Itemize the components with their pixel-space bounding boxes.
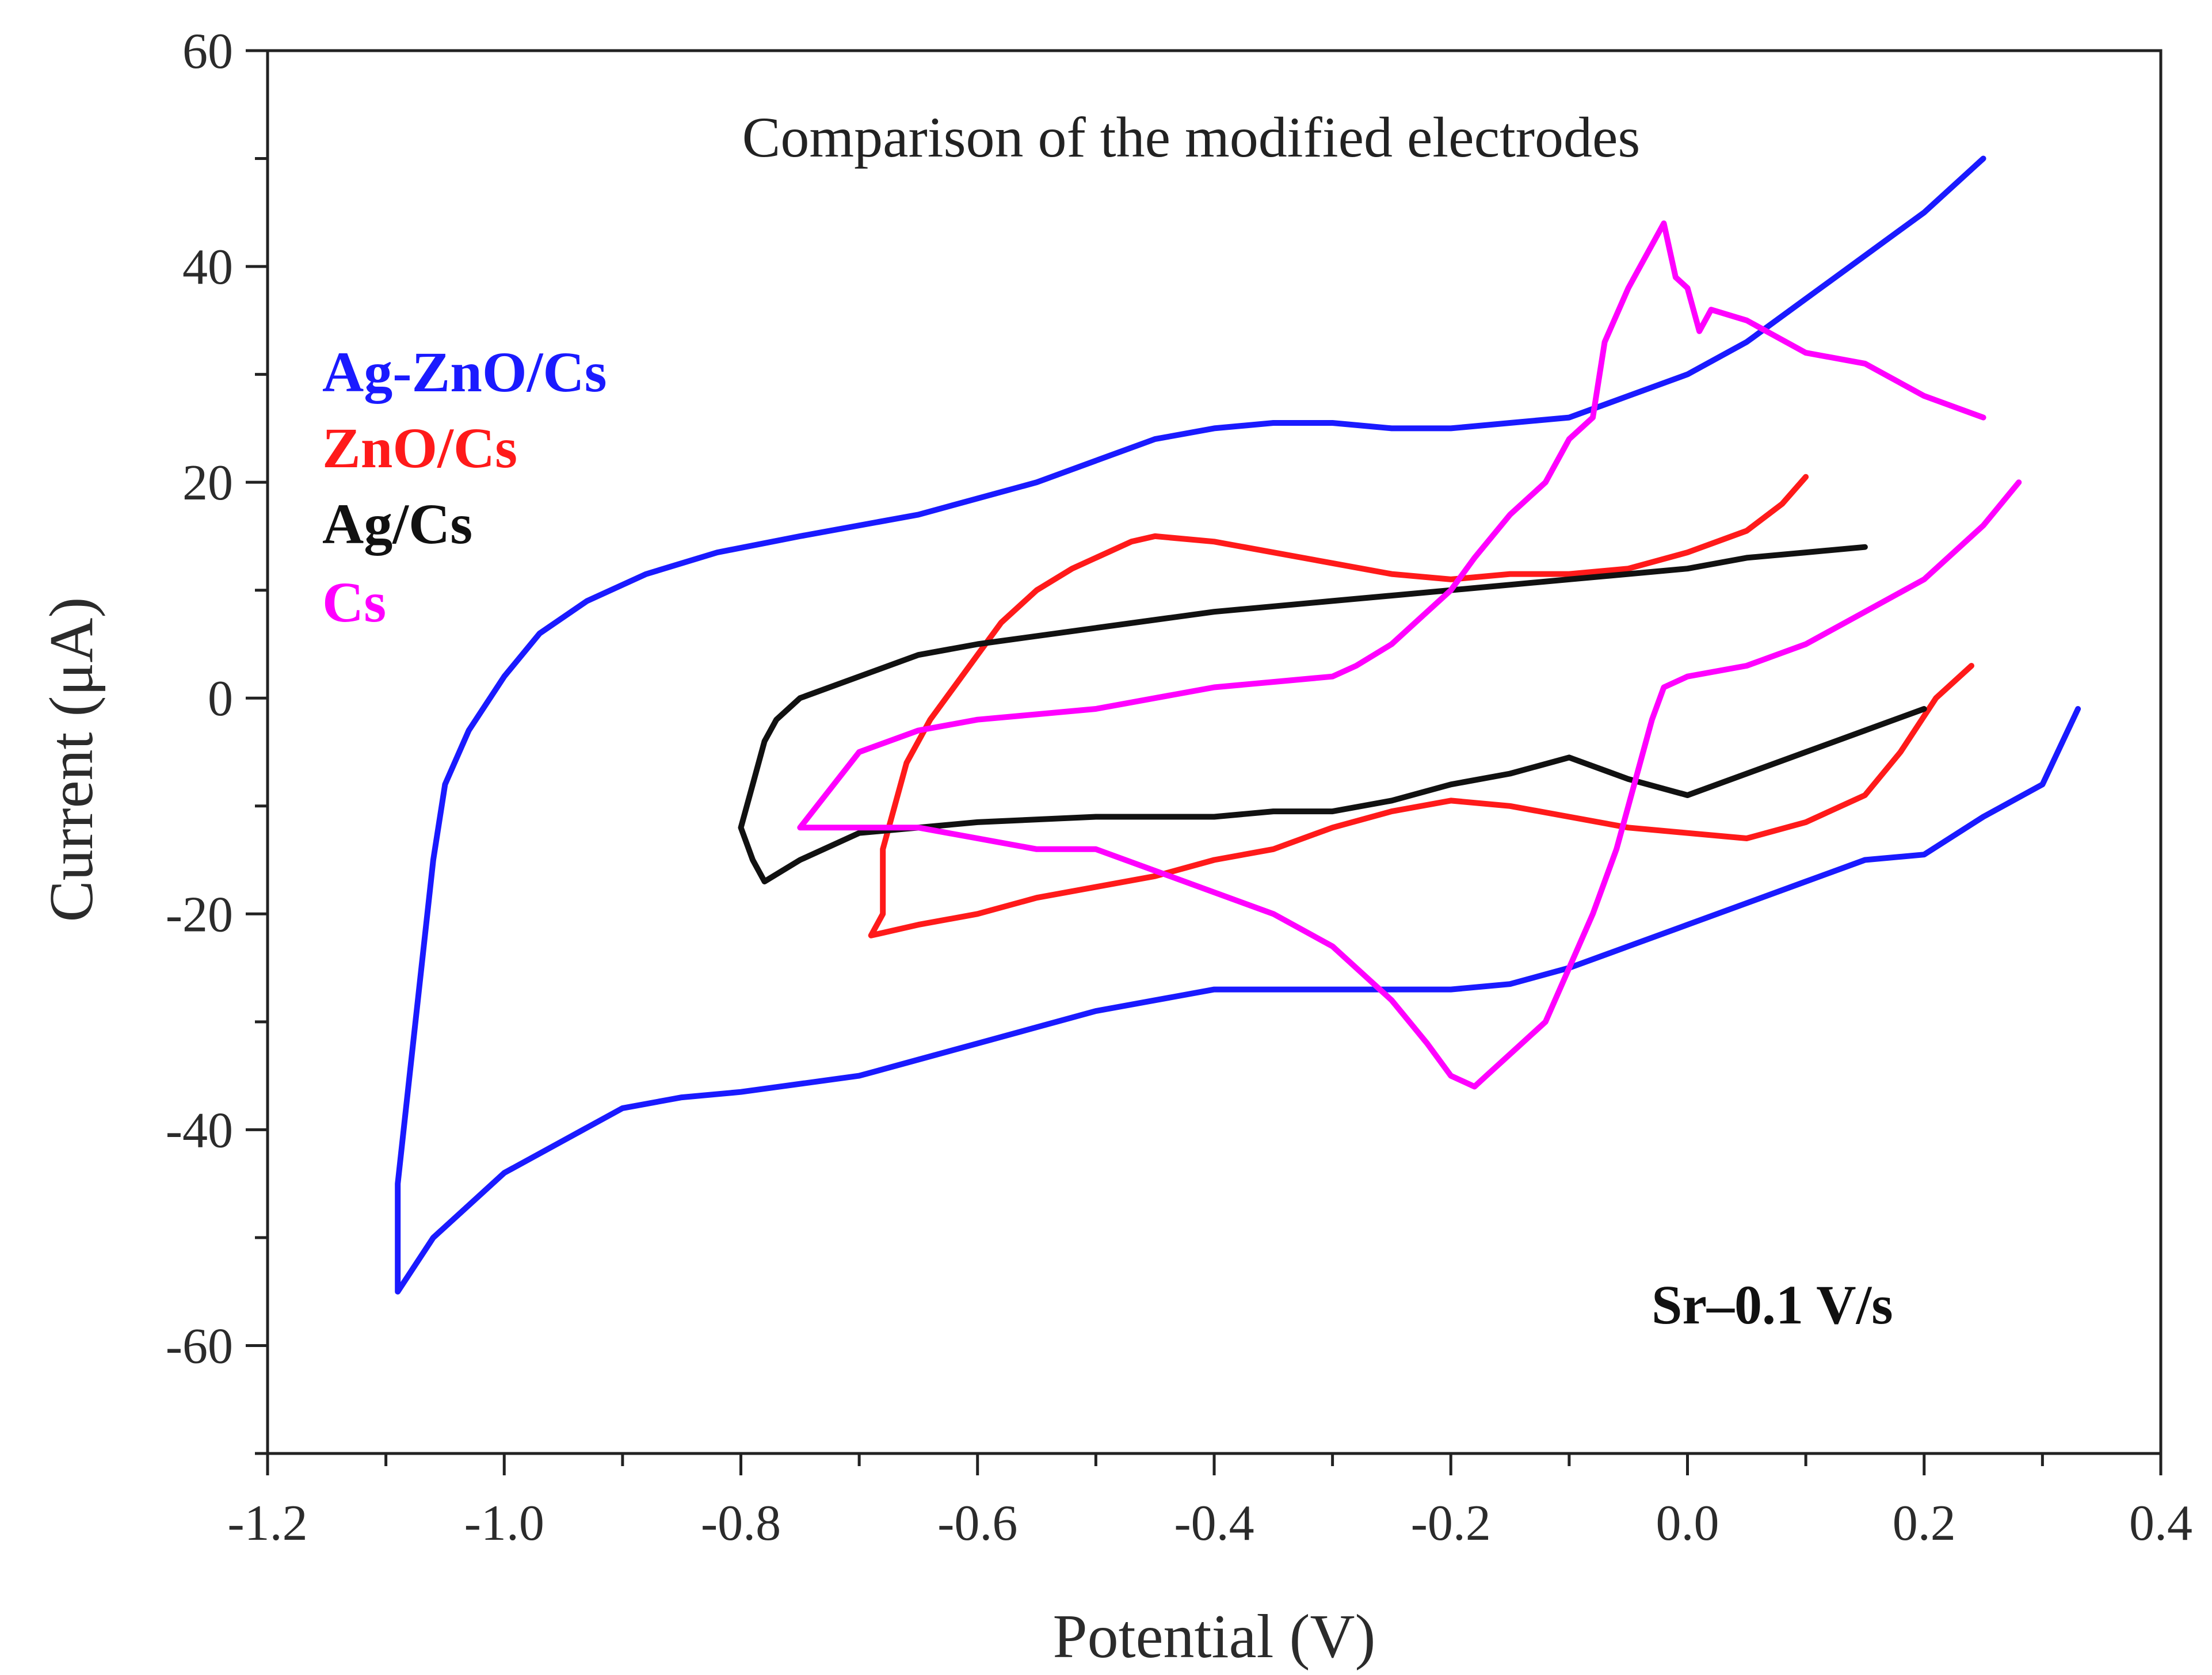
axis-ticks (246, 49, 2163, 1475)
legend-entry-zno-cs: ZnO/Cs (322, 416, 517, 480)
y-axis-title: Current (μA) (37, 597, 106, 922)
y-tick-labels: 60 40 20 0 -20 -40 -60 (166, 24, 233, 1374)
x-tick-label: 0.2 (1893, 1495, 1956, 1551)
legend-entry-ag-zno-cs: Ag-ZnO/Cs (322, 340, 607, 404)
legend-entry-cs: Cs (322, 570, 386, 634)
legend-entry-ag-cs: Ag/Cs (322, 492, 472, 556)
x-tick-label: -1.0 (464, 1495, 544, 1551)
series-lines (395, 155, 2081, 1295)
x-tick-label: -0.8 (701, 1495, 781, 1551)
x-tick-label: -0.2 (1411, 1495, 1491, 1551)
x-tick-label: 0.4 (2129, 1495, 2192, 1551)
y-tick-label: 0 (208, 671, 233, 727)
legend: Ag-ZnO/Cs ZnO/Cs Ag/Cs Cs (322, 340, 607, 634)
series-line-zno-cs (868, 474, 1974, 938)
series-line-ag-zno-cs (395, 155, 2081, 1295)
chart-title: Comparison of the modified electrodes (742, 105, 1641, 169)
y-tick-label: -20 (166, 887, 233, 943)
x-tick-label: -0.4 (1174, 1495, 1254, 1551)
y-tick-label: 20 (182, 455, 233, 511)
y-tick-label: 60 (182, 24, 233, 79)
y-tick-label: -60 (166, 1318, 233, 1374)
x-tick-labels: -1.2 -1.0 -0.8 -0.6 -0.4 -0.2 0.0 0.2 0.4 (227, 1495, 2192, 1551)
series-line-cs (797, 220, 2022, 1090)
x-tick-label: -1.2 (227, 1495, 307, 1551)
y-tick-label: 40 (182, 239, 233, 295)
x-tick-label: 0.0 (1656, 1495, 1719, 1551)
y-tick-label: -40 (166, 1102, 233, 1158)
plot-frame (266, 49, 2163, 1455)
x-tick-label: -0.6 (937, 1495, 1017, 1551)
series-line-ag-cs (738, 544, 1927, 884)
x-axis-title: Potential (V) (1053, 1602, 1376, 1671)
annotation-scan-rate: Sr–0.1 V/s (1652, 1274, 1893, 1336)
